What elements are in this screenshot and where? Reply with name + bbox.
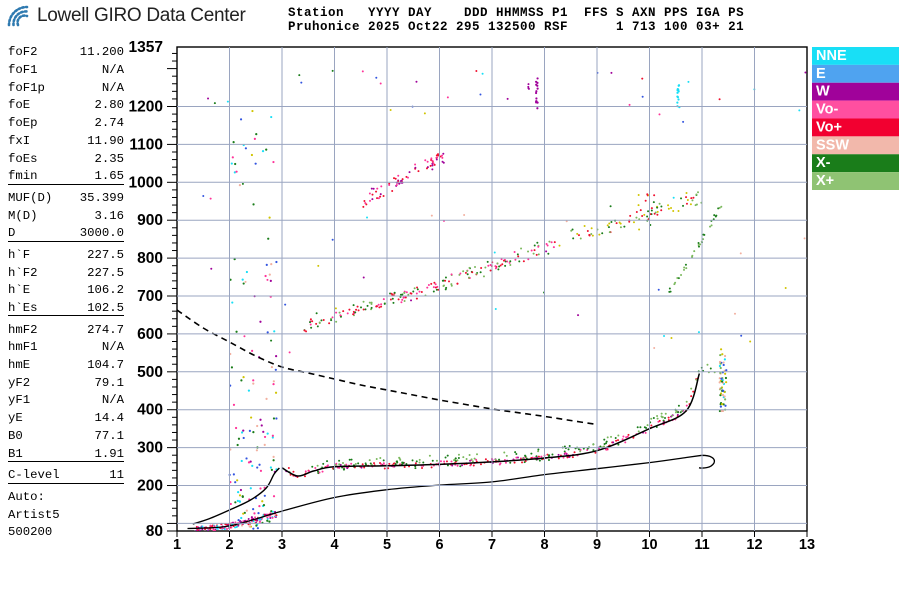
svg-text:7: 7: [488, 537, 496, 553]
svg-text:X+: X+: [816, 173, 834, 189]
svg-text:X-: X-: [816, 155, 831, 171]
svg-text:1200: 1200: [129, 99, 163, 116]
svg-text:NNE: NNE: [816, 48, 847, 64]
svg-text:400: 400: [137, 402, 163, 419]
svg-text:80: 80: [146, 523, 163, 540]
svg-text:8: 8: [540, 537, 548, 553]
svg-text:W: W: [816, 84, 830, 100]
svg-text:1000: 1000: [129, 174, 163, 191]
svg-text:E: E: [816, 66, 826, 82]
svg-text:11: 11: [694, 537, 709, 553]
svg-text:12: 12: [746, 537, 762, 553]
svg-text:SSW: SSW: [816, 137, 849, 153]
svg-text:1357: 1357: [129, 39, 163, 56]
svg-text:700: 700: [137, 288, 163, 305]
svg-text:300: 300: [137, 440, 163, 457]
svg-text:9: 9: [593, 537, 601, 553]
svg-text:Vo+: Vo+: [816, 119, 842, 135]
svg-text:Vo-: Vo-: [816, 102, 838, 118]
svg-text:900: 900: [137, 212, 163, 229]
svg-text:10: 10: [641, 537, 657, 553]
svg-text:4: 4: [330, 537, 338, 553]
svg-text:3: 3: [278, 537, 286, 553]
svg-text:1100: 1100: [129, 136, 163, 153]
svg-text:1: 1: [173, 537, 181, 553]
svg-text:800: 800: [137, 250, 163, 267]
svg-text:13: 13: [799, 537, 815, 553]
svg-text:200: 200: [137, 478, 163, 495]
svg-text:500: 500: [137, 364, 163, 381]
svg-text:600: 600: [137, 326, 163, 343]
svg-text:6: 6: [435, 537, 443, 553]
svg-text:2: 2: [225, 537, 233, 553]
svg-text:5: 5: [383, 537, 391, 553]
